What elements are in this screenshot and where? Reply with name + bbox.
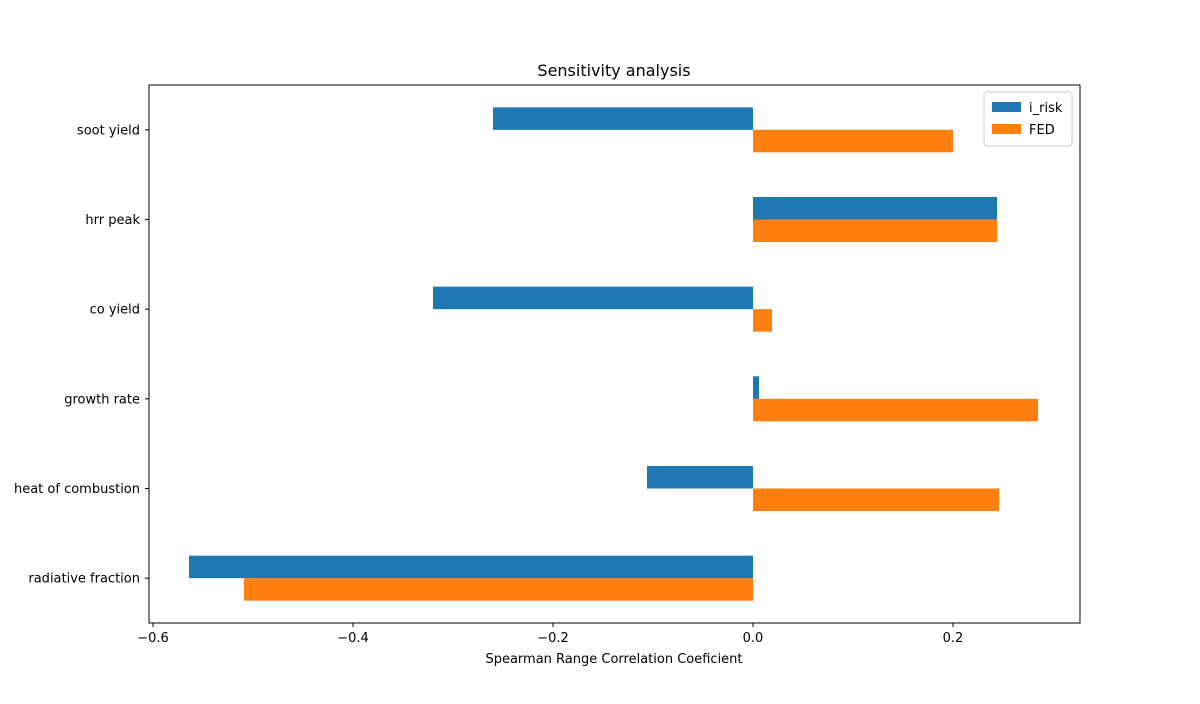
bar-i-risk-heat-of-combustion	[647, 466, 753, 489]
bar-i-risk-co-yield	[433, 286, 753, 310]
y-tick-label: growth rate	[64, 392, 140, 407]
legend-swatch	[992, 124, 1021, 134]
bar-i-risk-radiative-fraction	[189, 555, 753, 579]
bar-fed-radiative-fraction	[244, 578, 753, 601]
legend-label: FED	[1029, 123, 1055, 138]
y-tick-label: heat of combustion	[14, 482, 140, 497]
bar-fed-hrr-peak	[753, 219, 997, 242]
x-tick-label: −0.2	[537, 631, 569, 646]
x-axis-ticks: −0.6 −0.4 −0.2 0.0 0.2	[137, 623, 963, 646]
plot-area-frame	[148, 84, 1081, 624]
bar-fed-soot-yield	[753, 129, 953, 153]
bar-fed-growth-rate	[753, 398, 1038, 422]
y-axis-ticks: soot yield hrr peak co yield growth rate hea…	[14, 123, 149, 587]
x-tick-label: 0.0	[743, 631, 764, 646]
y-tick-label: hrr peak	[85, 213, 140, 228]
bar-fed-heat-of-combustion	[753, 488, 999, 511]
x-tick-label: −0.4	[337, 631, 369, 646]
y-tick-label: radiative fraction	[28, 572, 140, 587]
bar-fed-co-yield	[753, 309, 772, 332]
y-tick-label: soot yield	[77, 123, 140, 138]
bar-i-risk-hrr-peak	[753, 197, 997, 220]
legend: i_risk FED	[983, 91, 1073, 147]
legend-label: i_risk	[1029, 101, 1063, 116]
bar-i-risk-growth-rate	[753, 376, 759, 399]
x-tick-label: −0.6	[137, 631, 169, 646]
x-tick-label: 0.2	[943, 631, 964, 646]
y-tick-label: co yield	[90, 303, 140, 318]
bar-i-risk-soot-yield	[493, 107, 753, 130]
bars-layer	[189, 107, 1038, 601]
chart-title: Sensitivity analysis	[537, 61, 690, 80]
x-axis-label: Spearman Range Correlation Coeficient	[485, 652, 742, 667]
legend-swatch	[992, 102, 1021, 112]
